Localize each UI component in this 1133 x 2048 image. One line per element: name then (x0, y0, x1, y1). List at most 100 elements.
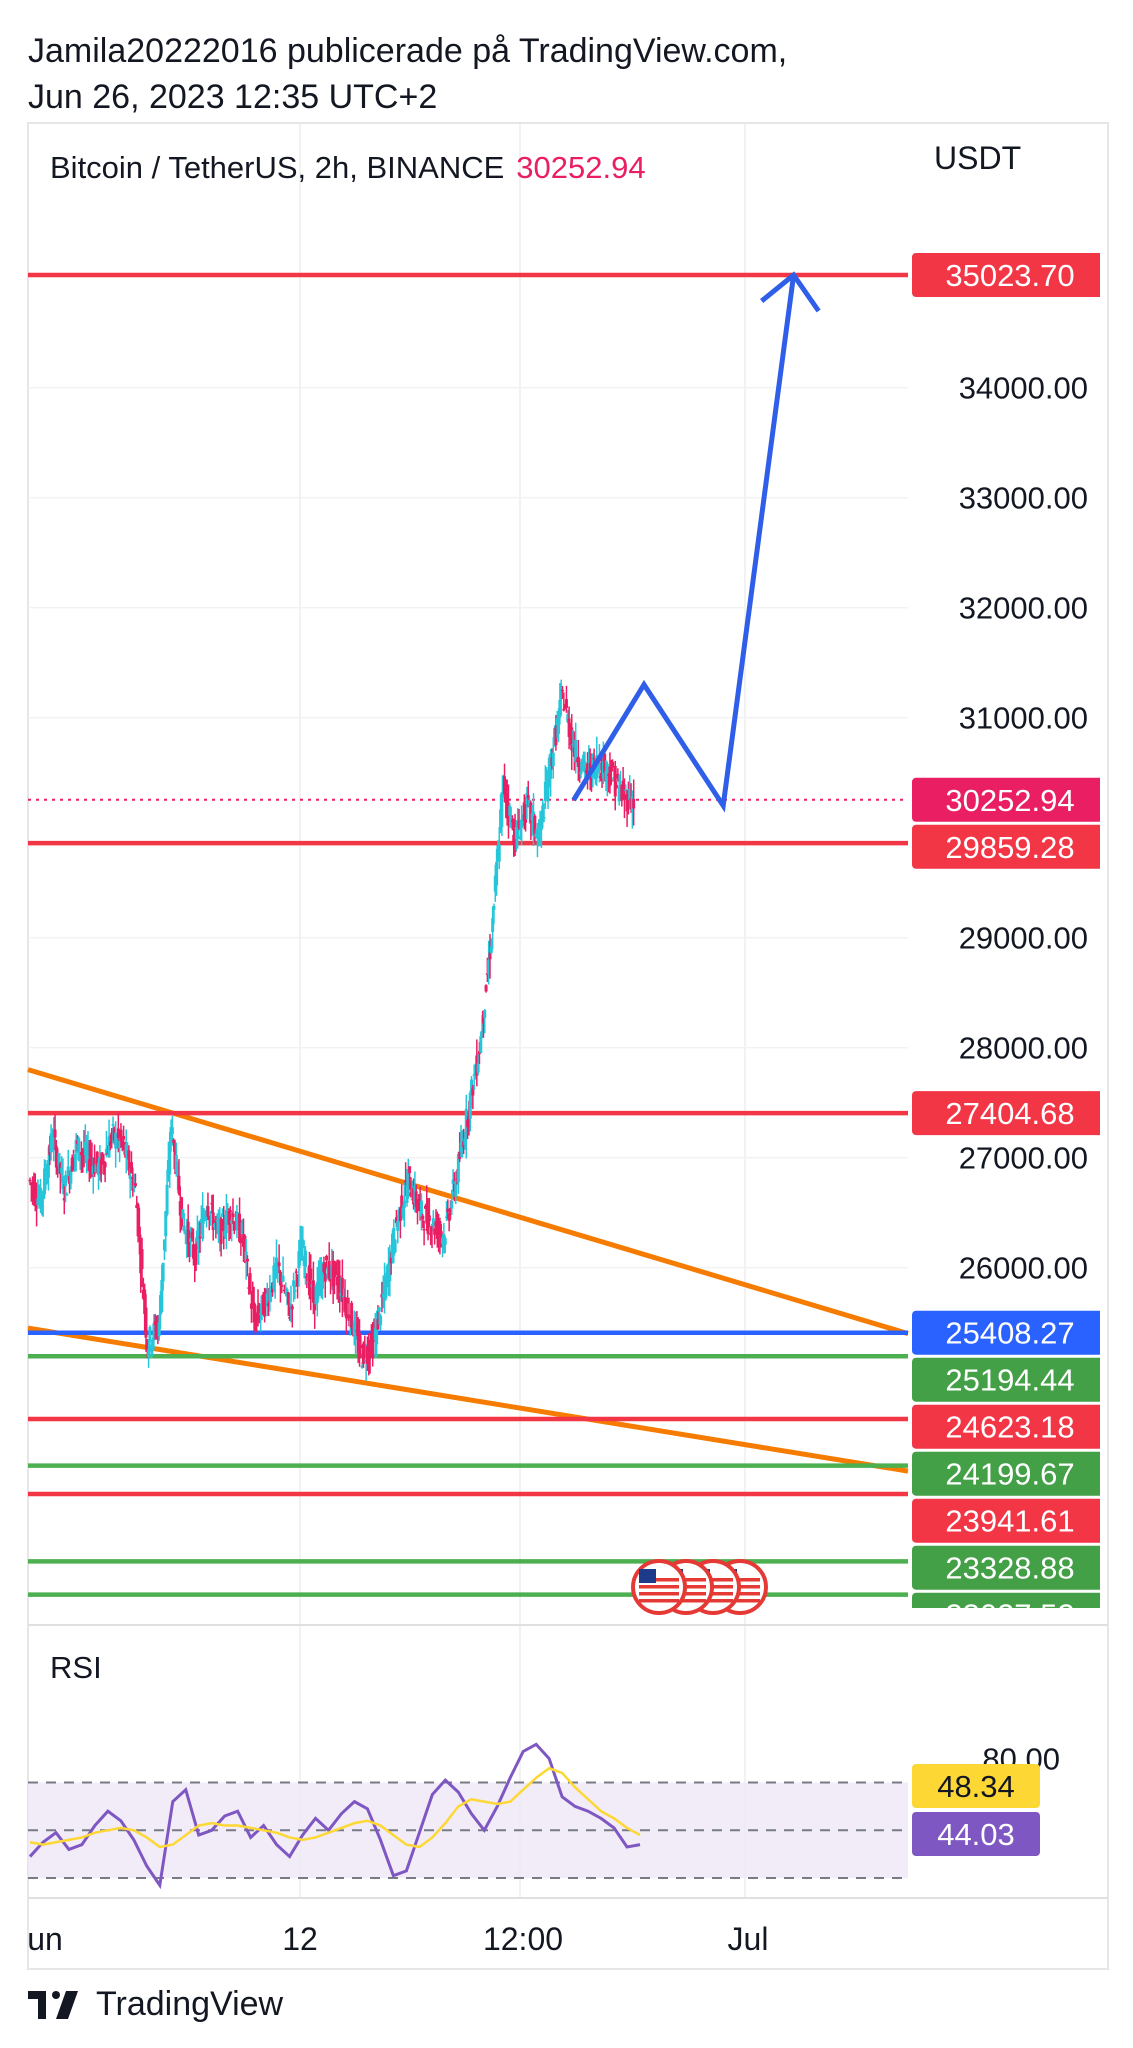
candle-body (518, 836, 522, 840)
candle (280, 1281, 284, 1294)
candle-body (280, 1285, 284, 1287)
candle-body (628, 788, 632, 801)
candle-body (111, 1124, 115, 1126)
price-badge: 24623.18 (912, 1404, 1100, 1449)
candle-body (435, 1218, 439, 1240)
candle (215, 1213, 219, 1235)
candle-body (78, 1155, 82, 1159)
symbol-legend[interactable]: Bitcoin / TetherUS, 2h, BINANCE 30252.94 (50, 150, 646, 186)
price-badge: 25194.44 (912, 1357, 1100, 1402)
candle-body (100, 1153, 104, 1160)
candle-body (230, 1220, 234, 1224)
candle (73, 1153, 77, 1172)
candle-body (209, 1212, 213, 1214)
candle-body (74, 1139, 78, 1153)
candle (431, 1210, 435, 1231)
candle (152, 1314, 156, 1351)
candle-body (36, 1198, 40, 1206)
candle-body (360, 1365, 364, 1368)
candle-body (148, 1327, 152, 1342)
candle-body (238, 1213, 242, 1242)
candle (433, 1227, 437, 1245)
rsi-value-badge: 44.03 (912, 1812, 1040, 1856)
candle-body (414, 1191, 418, 1208)
candle (49, 1124, 53, 1161)
price-badge-label: 30252.94 (945, 783, 1074, 818)
candle-body (541, 805, 545, 822)
candle (64, 1170, 68, 1203)
candle-body (599, 775, 603, 779)
candle (393, 1238, 397, 1254)
price-badge-bg (912, 1091, 1100, 1136)
candle (118, 1137, 122, 1163)
price-tick-label: 26000.00 (959, 1251, 1088, 1286)
candle-body (616, 774, 620, 779)
candle-body (223, 1230, 227, 1237)
candle (500, 791, 504, 837)
price-badge-label: 23941.61 (945, 1504, 1074, 1539)
candle-body (617, 786, 621, 802)
candle-body (571, 744, 575, 746)
candle (153, 1314, 157, 1340)
candle (265, 1282, 269, 1317)
candle-body (108, 1141, 112, 1146)
candle (605, 761, 609, 797)
candle-body (476, 1063, 480, 1073)
candle-body (115, 1144, 119, 1147)
candle-body (57, 1153, 61, 1167)
candle-body (355, 1330, 359, 1332)
candle (371, 1322, 375, 1367)
candle (161, 1262, 165, 1291)
price-axis: 34000.00 33000.00 32000.00 31000.00 29000.00… (959, 371, 1088, 1286)
candle-body (54, 1146, 58, 1168)
candle-body (396, 1221, 400, 1231)
candle-body (110, 1132, 114, 1136)
candle (61, 1158, 65, 1195)
candle (441, 1234, 445, 1258)
candle-body (361, 1343, 365, 1364)
candle (220, 1208, 224, 1218)
candle-body (127, 1150, 131, 1171)
candle-body (620, 784, 624, 801)
candle (207, 1215, 211, 1231)
candle-body (201, 1211, 205, 1240)
candle-body (401, 1207, 405, 1217)
candle (443, 1235, 447, 1254)
candle-body (517, 820, 521, 829)
candle (211, 1194, 215, 1241)
candle (162, 1239, 166, 1261)
candle-body (219, 1218, 223, 1244)
candle (484, 984, 488, 993)
candle (329, 1276, 333, 1295)
candle (346, 1289, 350, 1304)
candle (274, 1239, 278, 1278)
candle (294, 1268, 298, 1287)
candle (286, 1291, 290, 1316)
candle-body (626, 795, 630, 809)
candles (28, 679, 636, 1381)
candle (419, 1193, 423, 1231)
candle (104, 1130, 108, 1158)
candle (355, 1311, 359, 1337)
candle (103, 1161, 107, 1183)
chart-frame (27, 122, 1109, 1970)
candle (127, 1145, 131, 1176)
price-badge-label: 27404.68 (945, 1096, 1074, 1131)
candle (549, 748, 553, 797)
tradingview-footer[interactable]: TradingView (28, 1985, 283, 2024)
candle (292, 1272, 296, 1302)
candle-body (371, 1337, 375, 1359)
candle-body (508, 805, 512, 816)
candle-body (86, 1143, 90, 1156)
candle-body (278, 1271, 282, 1286)
candle-body (582, 754, 586, 766)
candle (375, 1310, 379, 1357)
candle (177, 1159, 181, 1196)
candle (509, 807, 513, 829)
candle (172, 1138, 176, 1152)
candle-body (46, 1160, 50, 1178)
candle (114, 1121, 118, 1168)
candle (492, 903, 496, 925)
